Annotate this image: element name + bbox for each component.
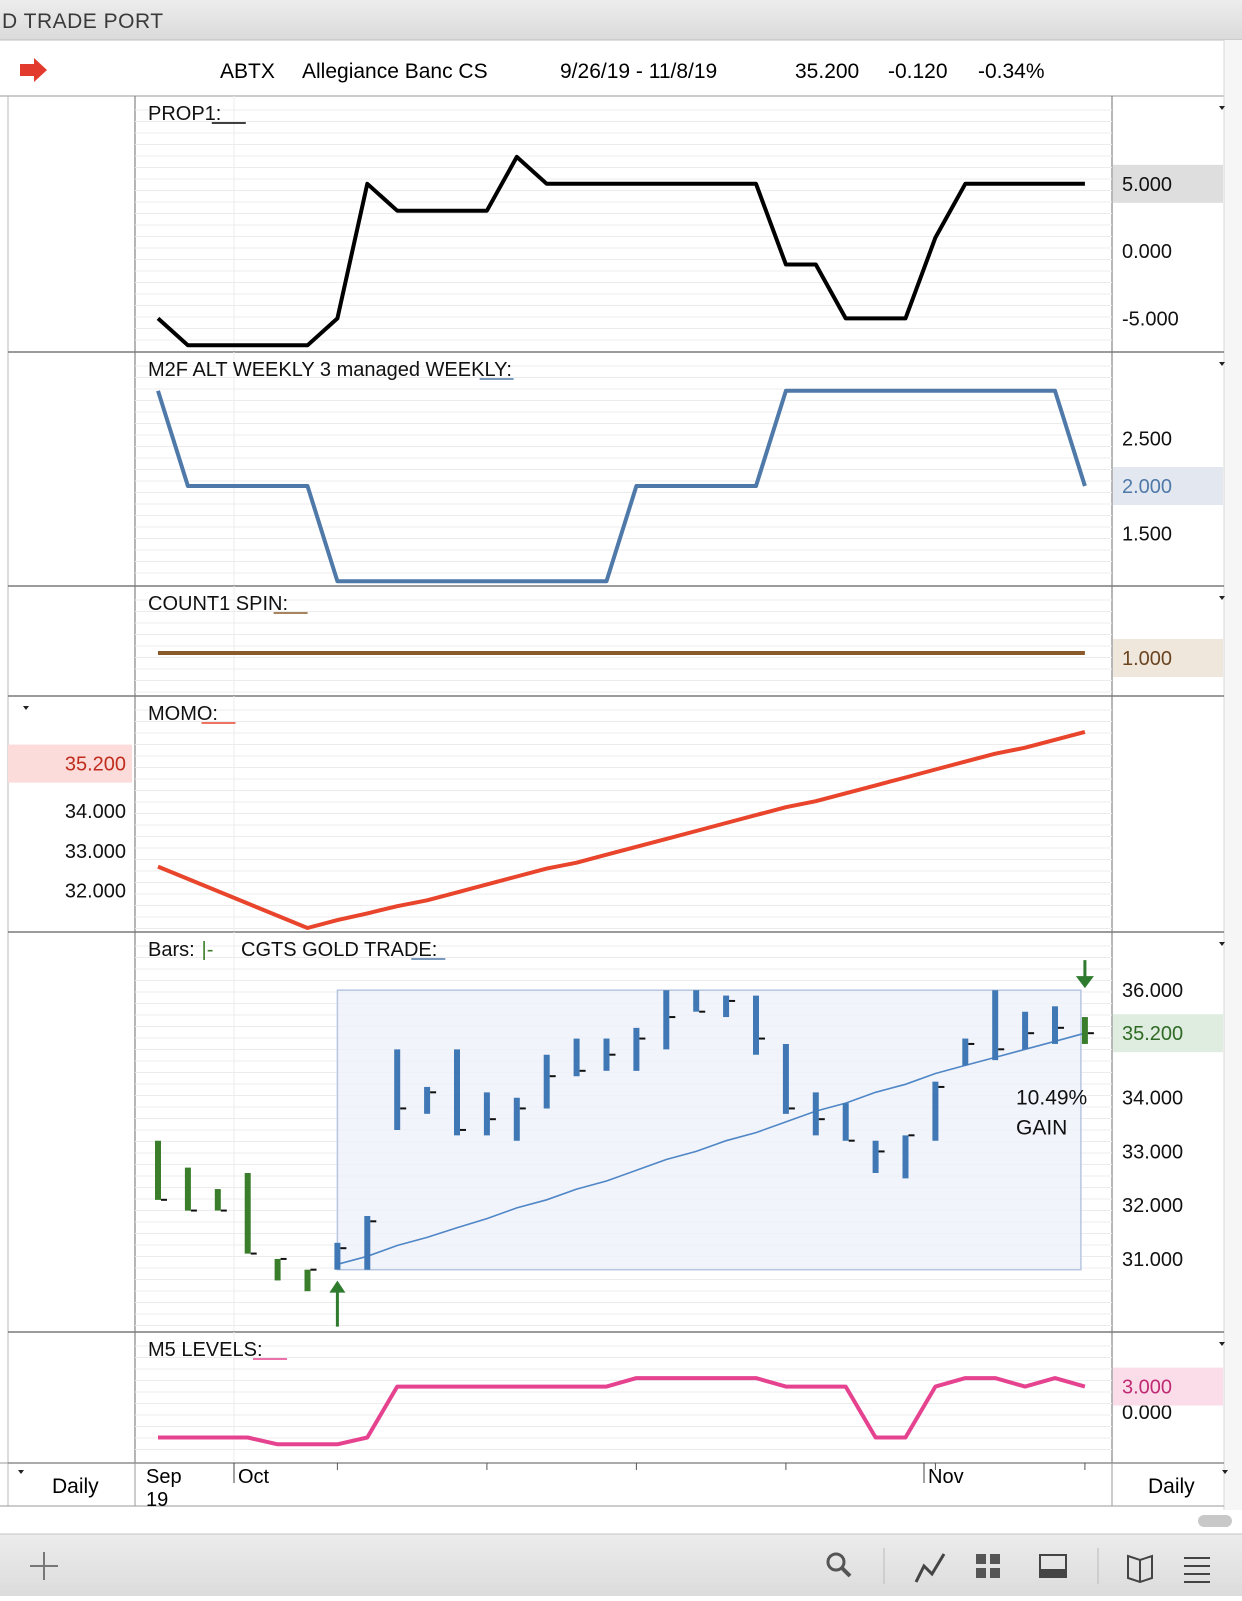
pane-1-dropdown-icon[interactable] — [1219, 106, 1225, 110]
pane-2: M2F ALT WEEKLY 3 managed WEEKLY: 2.500 1.5… — [8, 352, 1225, 587]
y-tick-label: -5.000 — [1122, 308, 1179, 330]
title-bar — [0, 0, 1242, 40]
pane-title: M5 LEVELS: — [148, 1339, 263, 1361]
last-value-badge — [1113, 1014, 1223, 1053]
pane-title: PROP1: — [148, 103, 221, 125]
entry-arrow-head — [329, 1280, 346, 1293]
grid-icon[interactable] — [976, 1554, 1000, 1578]
pane-6: M5 LEVELS: 0.000 3.000 — [8, 1332, 1225, 1464]
last-value-label: 5.000 — [1122, 174, 1172, 196]
pane-2-dropdown-icon[interactable] — [1219, 362, 1225, 366]
pane-title: COUNT1 SPIN: — [148, 593, 288, 615]
y-tick-label: 2.500 — [1122, 428, 1172, 450]
header-last: 35.200 — [795, 60, 859, 83]
pane-title: M2F ALT WEEKLY 3 managed WEEKLY: — [148, 359, 512, 381]
y-tick-label: 0.000 — [1122, 241, 1172, 263]
book-icon[interactable] — [1127, 1554, 1153, 1584]
y-tick-label: 33.000 — [1122, 1141, 1183, 1163]
add-icon[interactable] — [30, 1552, 58, 1580]
y-tick-label: 32.000 — [65, 880, 126, 902]
y-tick-label: 0.000 — [1122, 1402, 1172, 1424]
gain-annotation: GAIN — [1016, 1116, 1067, 1139]
y-tick-label: 36.000 — [1122, 980, 1183, 1002]
chart-style-icon[interactable] — [914, 1553, 946, 1583]
header-name: Allegiance Banc CS — [302, 60, 488, 83]
pane-title: Bars: — [148, 939, 195, 961]
pane-5-dropdown-icon[interactable] — [1219, 942, 1225, 946]
bottom-toolbar — [0, 1533, 1242, 1596]
month-label-nov: Nov — [928, 1466, 964, 1488]
year-label: 19 — [146, 1489, 168, 1511]
pane-title: MOMO: — [148, 703, 218, 725]
last-value-label: 35.200 — [65, 754, 126, 776]
last-value-badge — [1113, 639, 1223, 677]
last-value-badge — [1113, 467, 1223, 505]
header-change: -0.120 — [888, 60, 948, 83]
y-tick-label: 32.000 — [1122, 1195, 1183, 1217]
header-date-range: 9/26/19 - 11/8/19 — [560, 60, 717, 83]
y-tick-label: 34.000 — [65, 801, 126, 823]
header-change-pct: -0.34% — [978, 60, 1045, 83]
last-value-badge — [1113, 164, 1223, 203]
last-value-label: 3.000 — [1122, 1377, 1172, 1399]
trend-line — [337, 1032, 1086, 1266]
exit-arrow-head — [1075, 976, 1094, 989]
month-label-sep: Sep — [146, 1466, 182, 1488]
trade-box — [336, 989, 1082, 1271]
pane-subtitle: CGTS GOLD TRADE: — [241, 939, 437, 961]
pane-3: COUNT1 SPIN: 1.000 — [8, 586, 1225, 697]
last-value-label: 1.000 — [1122, 648, 1172, 670]
y-tick-label: 33.000 — [65, 841, 126, 863]
header-row: ABTX Allegiance Banc CS 9/26/19 - 11/8/1… — [20, 58, 1045, 83]
red-right-arrow-icon[interactable] — [20, 58, 47, 82]
left-period-label[interactable]: Daily — [52, 1475, 99, 1498]
y-tick-label: 31.000 — [1122, 1249, 1183, 1271]
vertical-scrollbar[interactable] — [1224, 40, 1242, 1510]
header-symbol: ABTX — [220, 60, 275, 83]
gain-pct-annotation: 10.49% — [1016, 1087, 1087, 1110]
y-tick-label: 1.500 — [1122, 524, 1172, 546]
right-period-dropdown-icon[interactable] — [1222, 1470, 1228, 1474]
menu-icon[interactable] — [1184, 1557, 1210, 1583]
series-line — [156, 388, 1087, 584]
last-value-label: 2.000 — [1122, 476, 1172, 498]
series-line — [158, 1376, 1086, 1447]
search-icon[interactable] — [826, 1552, 852, 1578]
horizontal-scrollbar-thumb[interactable] — [1198, 1515, 1232, 1527]
series-line — [157, 729, 1086, 930]
last-value-badge — [8, 744, 132, 783]
right-period-label[interactable]: Daily — [1148, 1475, 1195, 1498]
month-label-oct: Oct — [238, 1466, 270, 1488]
time-axis: Daily Daily Sep 19 Oct Nov — [0, 1462, 1228, 1511]
pane-4-dropdown-icon[interactable] — [23, 706, 29, 710]
layout-icon[interactable] — [1039, 1554, 1067, 1578]
pane-4: MOMO: 34.000 33.000 32.000 35.200 — [8, 696, 1224, 933]
pane-title-extra: |- — [202, 939, 214, 961]
last-value-badge — [1113, 1367, 1223, 1406]
pane-6-dropdown-icon[interactable] — [1219, 1342, 1225, 1346]
last-value-label: 35.200 — [1122, 1023, 1183, 1045]
left-period-dropdown-icon[interactable] — [18, 1470, 24, 1474]
window-title: D TRADE PORT — [2, 10, 164, 33]
pane-3-dropdown-icon[interactable] — [1219, 596, 1225, 600]
y-tick-label: 34.000 — [1122, 1088, 1183, 1110]
series-line — [156, 154, 1085, 348]
